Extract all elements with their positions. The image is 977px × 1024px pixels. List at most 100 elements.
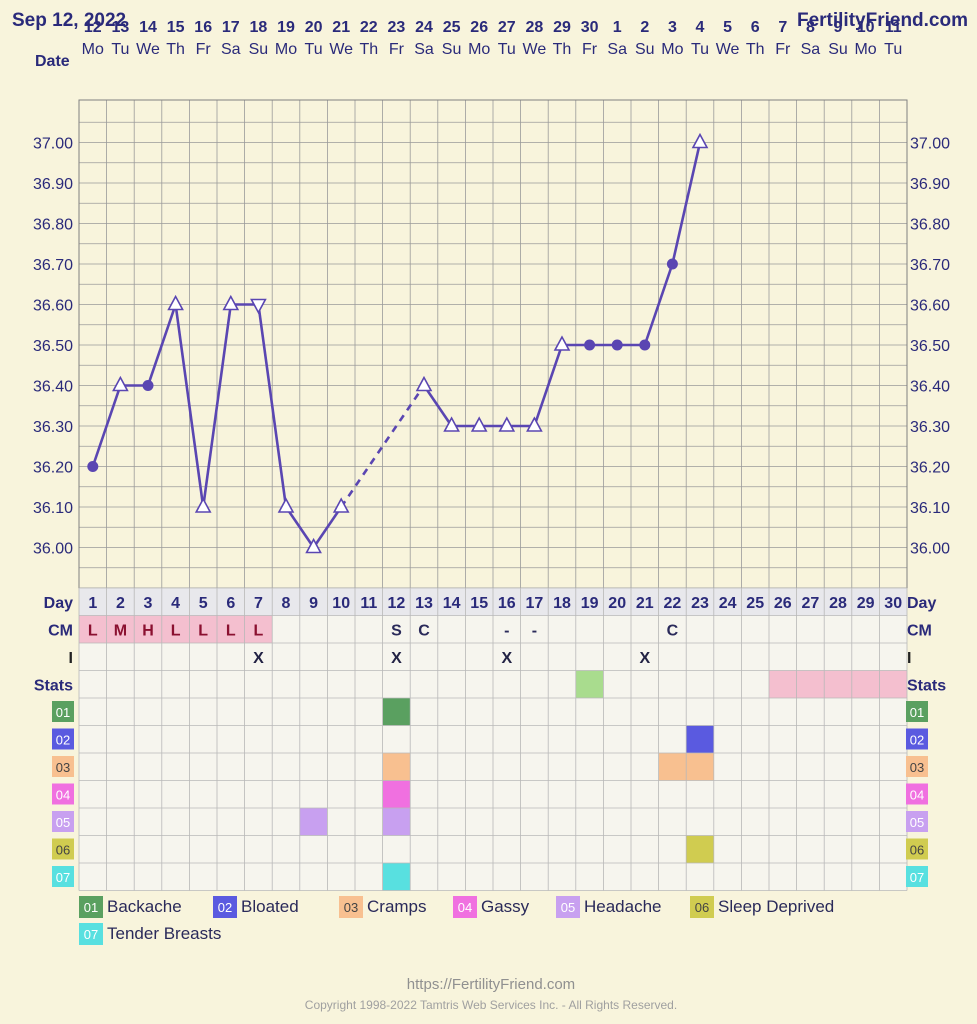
cycle-day-label: 1: [88, 595, 97, 612]
cm-cell-fill: [106, 615, 135, 643]
temperature-segment: [312, 506, 343, 549]
cycle-day-label: 30: [884, 595, 902, 612]
y-tick-label-right: 36.30: [910, 419, 950, 436]
weekday-tick-label: Th: [746, 41, 765, 58]
symptom-code-right: 06: [910, 843, 924, 858]
cycle-day-label: 24: [719, 595, 737, 612]
cycle-day-label: 19: [581, 595, 599, 612]
date-tick-label: 18: [250, 19, 268, 36]
temperature-point: [470, 416, 488, 432]
weekday-tick-label: Fr: [775, 41, 791, 58]
temperature-point: [277, 497, 295, 513]
stats-cell: [769, 670, 797, 698]
symptom-cell: [658, 753, 687, 781]
cm-cell-fill: [244, 615, 273, 643]
symptom-cell: [686, 725, 714, 753]
symptom-code-left: 01: [56, 705, 70, 720]
date-tick-label: 5: [723, 19, 732, 36]
legend-code: 04: [458, 900, 472, 915]
temperature-segment: [671, 142, 702, 265]
row-label-stats: Stats: [34, 678, 73, 695]
symptom-code-badge-left: [52, 728, 74, 750]
temperature-segment: [201, 304, 233, 508]
intercourse-mark: X: [639, 650, 650, 667]
temperature-segment: [146, 304, 177, 386]
weekday-tick-label: Mo: [275, 41, 297, 58]
temperature-point: [526, 416, 543, 432]
cm-value: S: [391, 623, 402, 640]
temperature-segment: [174, 304, 205, 508]
cycle-day-label: 23: [691, 595, 709, 612]
cm-value: L: [171, 623, 181, 640]
cm-value: H: [142, 623, 154, 640]
y-tick-label-right: 37.00: [910, 136, 950, 153]
y-tick-label-left: 36.20: [33, 460, 73, 477]
y-tick-label-left: 36.10: [33, 500, 73, 517]
symptom-cell: [382, 753, 411, 781]
chart-labels: 12Mo13Tu14We15Th16Fr17Sa18Su19Mo20Tu21We…: [33, 19, 950, 887]
row-label-day-right: Day: [907, 595, 936, 612]
temperature-point: [584, 339, 596, 351]
legend-swatch: [339, 896, 363, 918]
cycle-day-label: 9: [309, 595, 318, 612]
weekday-tick-label: Th: [166, 41, 185, 58]
date-tick-label: 13: [112, 19, 130, 36]
symptom-code-badge-right: [906, 728, 928, 750]
weekday-tick-label: We: [523, 41, 547, 58]
temperature-point: [691, 132, 709, 149]
weekday-tick-label: Mo: [82, 41, 104, 58]
date-tick-label: 21: [332, 19, 350, 36]
y-tick-label-right: 36.80: [910, 217, 950, 234]
y-tick-label-left: 36.90: [33, 176, 73, 193]
cycle-day-label: 11: [360, 595, 377, 612]
date-tick-label: 19: [277, 19, 295, 36]
weekday-tick-label: Mo: [854, 41, 876, 58]
cycle-day-label: 16: [498, 595, 516, 612]
symptom-code-right: 01: [910, 705, 924, 720]
cycle-day-label: 12: [388, 595, 406, 612]
footer-url[interactable]: https://FertilityFriend.com: [407, 976, 575, 993]
date-tick-label: 4: [696, 19, 705, 36]
temperature-segment: [533, 344, 564, 427]
temperature-point: [112, 375, 129, 392]
site-name[interactable]: FertilityFriend.com: [797, 10, 968, 31]
row-label-cm: CM: [48, 623, 73, 640]
cycle-day-label: 28: [829, 595, 847, 612]
cm-cell-fill: [161, 615, 190, 643]
weekday-tick-label: We: [136, 41, 160, 58]
symptom-code-left: 02: [56, 733, 70, 748]
y-tick-label-right: 36.60: [910, 298, 950, 315]
weekday-tick-label: Fr: [582, 41, 598, 58]
temperature-segment: [257, 304, 288, 508]
row-label-i-right: I: [907, 650, 911, 667]
weekday-tick-label: Su: [442, 41, 462, 58]
symptom-code-badge-left: [52, 701, 74, 722]
date-tick-label: 24: [415, 19, 433, 36]
cm-value: M: [114, 623, 127, 640]
symptom-cell: [299, 808, 328, 836]
legend-swatch: [79, 923, 103, 945]
temperature-point: [639, 339, 651, 351]
date-tick-label: 27: [498, 19, 516, 36]
cycle-day-label: 20: [608, 595, 626, 612]
cm-value: L: [198, 623, 208, 640]
weekday-tick-label: Tu: [498, 41, 516, 58]
intercourse-mark: X: [501, 650, 512, 667]
cycle-day-label: 25: [746, 595, 764, 612]
weekday-tick-label: We: [716, 41, 740, 58]
y-tick-label-left: 36.70: [33, 257, 73, 274]
y-tick-label-left: 36.30: [33, 419, 73, 436]
date-tick-label: 26: [470, 19, 488, 36]
temperature-point: [666, 258, 678, 270]
temperature-point: [498, 416, 516, 432]
cm-value: L: [226, 623, 236, 640]
cm-cell-fill: [217, 615, 245, 643]
chart-date-title: Sep 12, 2022: [12, 10, 126, 31]
date-tick-label: 3: [668, 19, 677, 36]
cycle-day-label: 14: [443, 595, 461, 612]
temperature-segment: [422, 384, 453, 427]
symptom-code-badge-right: [906, 783, 928, 805]
cycle-day-label: 21: [636, 595, 654, 612]
weekday-tick-label: Sa: [221, 41, 241, 58]
